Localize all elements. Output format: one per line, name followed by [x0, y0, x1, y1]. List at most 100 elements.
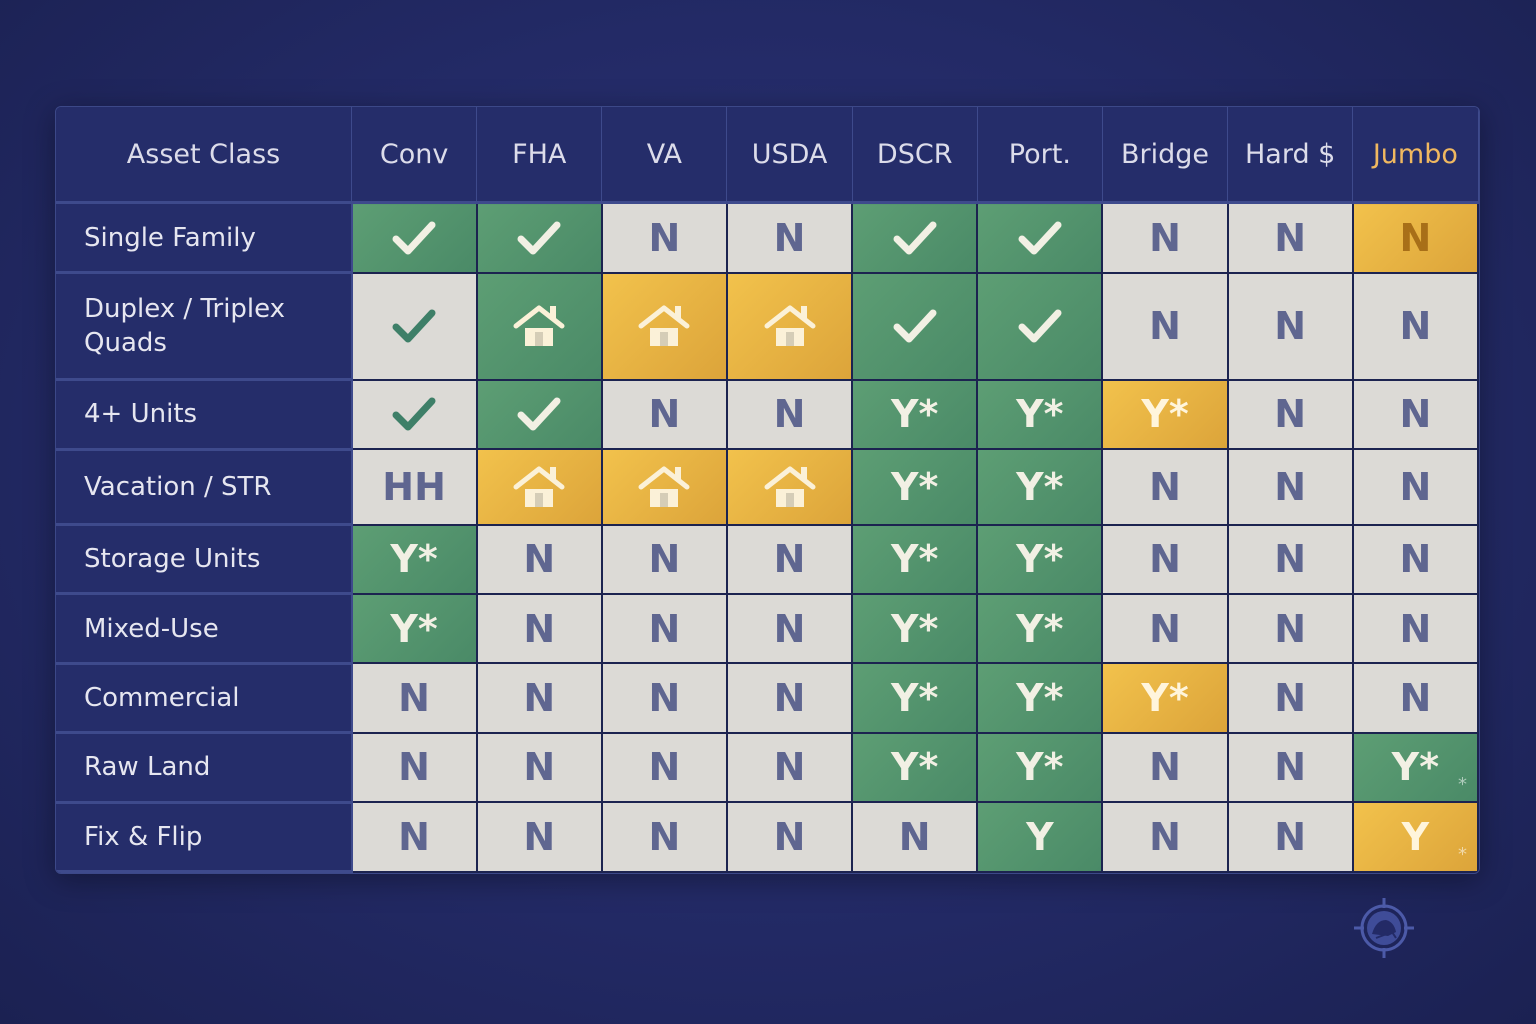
cell-value: Y*	[1016, 745, 1064, 790]
cell-value: Y*	[891, 537, 939, 582]
matrix-table: Asset Class Conv FHA VA USDA DSCR Port. Bridge…	[56, 107, 1479, 873]
header-hard: Hard $	[1227, 107, 1354, 204]
matrix-cell: N	[725, 378, 854, 451]
matrix-body: Single Family N N N N N Duplex / Triplex Quads N…	[56, 201, 1479, 873]
matrix-cell: Y*	[851, 662, 979, 734]
matrix-cell: Y*	[851, 592, 979, 665]
matrix-cell: N	[1226, 271, 1354, 381]
matrix-cell: N	[1101, 201, 1229, 274]
matrix-cell	[976, 201, 1104, 274]
cell-value: N	[1274, 215, 1307, 260]
matrix-cell: Y*	[851, 731, 979, 804]
matrix-cell: N	[1351, 378, 1479, 451]
matrix-cell: Y*	[976, 378, 1104, 451]
table-row: Fix & Flip N N N N N Y N N Y *	[56, 801, 1479, 873]
header-asset-class: Asset Class	[56, 107, 352, 204]
matrix-cell: N	[851, 801, 979, 873]
house-icon	[478, 302, 601, 350]
matrix-cell: N	[1226, 201, 1354, 274]
matrix-cell: N	[1226, 801, 1354, 873]
asset-class-matrix: Asset Class Conv FHA VA USDA DSCR Port. Bridge…	[55, 106, 1480, 874]
cell-value: N	[398, 814, 430, 859]
matrix-cell: Y* *	[1351, 731, 1479, 804]
cell-value: N	[398, 675, 430, 720]
cell-value: N	[648, 215, 681, 260]
cell-value: N	[773, 537, 806, 582]
cell-value: N	[523, 745, 556, 790]
check-icon	[353, 395, 476, 433]
matrix-cell: N	[1226, 523, 1354, 595]
cell-value: Y*	[1016, 606, 1064, 651]
matrix-cell: N	[1101, 801, 1229, 873]
matrix-cell: N	[600, 592, 728, 665]
matrix-cell: Y*	[976, 731, 1104, 804]
row-label: Raw Land	[56, 732, 353, 804]
matrix-cell	[725, 271, 854, 381]
header-dscr: DSCR	[852, 107, 978, 204]
cell-value: N	[398, 745, 430, 790]
matrix-cell: Y*	[976, 523, 1104, 595]
cell-value: N	[1274, 675, 1307, 720]
house-icon	[603, 463, 726, 511]
cell-value: Y	[1401, 814, 1430, 859]
cell-value: Y	[1026, 814, 1054, 859]
matrix-cell: N	[1226, 448, 1354, 526]
cell-value: Y*	[891, 675, 939, 720]
matrix-cell: N	[600, 378, 728, 451]
header-row: Asset Class Conv FHA VA USDA DSCR Port. Bridge…	[56, 107, 1479, 204]
cell-value: N	[1149, 606, 1181, 651]
matrix-cell: Y*	[350, 523, 478, 595]
matrix-cell: N	[475, 731, 603, 804]
header-conv: Conv	[351, 107, 478, 204]
cell-value: Y*	[390, 537, 438, 582]
table-row: Vacation / STR HH Y* Y* N N N	[56, 448, 1479, 527]
cell-value: N	[773, 392, 806, 437]
cell-value: N	[523, 537, 556, 582]
matrix-cell: N	[1226, 378, 1354, 451]
cell-value: N	[1149, 304, 1181, 349]
matrix-cell: N	[725, 731, 854, 804]
cell-value: N	[898, 814, 931, 859]
house-icon	[728, 463, 851, 511]
check-icon	[478, 395, 601, 433]
matrix-cell: N	[600, 731, 728, 804]
cell-value: N	[1274, 814, 1307, 859]
check-icon	[978, 219, 1101, 257]
matrix-cell	[475, 448, 603, 526]
matrix-cell	[350, 271, 478, 381]
cell-value: N	[773, 745, 806, 790]
matrix-cell: N	[1226, 662, 1354, 734]
cell-value: Y*	[1016, 675, 1064, 720]
matrix-cell: Y*	[350, 592, 478, 665]
matrix-cell: N	[725, 523, 854, 595]
check-icon	[978, 307, 1101, 345]
matrix-cell: Y*	[1351, 801, 1479, 873]
cell-value: Y*	[891, 464, 939, 509]
cell-value: Y*	[1141, 675, 1189, 720]
matrix-cell: N	[350, 662, 478, 734]
footnote-star-icon: *	[1458, 774, 1467, 796]
header-fha: FHA	[476, 107, 603, 204]
matrix-cell: Y*	[851, 378, 979, 451]
cell-value: N	[1274, 304, 1307, 349]
matrix-cell: N	[475, 592, 603, 665]
cell-value: N	[523, 814, 556, 859]
cell-value: N	[648, 675, 681, 720]
matrix-cell: N	[350, 801, 478, 873]
matrix-cell: N	[1351, 448, 1479, 526]
table-row: Commercial N N N N Y* Y* Y* N N	[56, 662, 1479, 735]
cell-value: HH	[382, 464, 446, 509]
matrix-cell: N	[1351, 271, 1479, 381]
row-label: Single Family	[56, 202, 353, 275]
cell-value: Y*	[891, 392, 939, 437]
matrix-cell: N	[1101, 448, 1229, 526]
row-label: Mixed-Use	[56, 593, 353, 665]
cell-value: Y*	[1016, 537, 1064, 582]
matrix-cell: N	[1101, 731, 1229, 804]
matrix-cell: N	[600, 801, 728, 873]
matrix-cell: N	[1351, 592, 1479, 665]
matrix-cell: N	[475, 801, 603, 873]
check-icon	[478, 219, 601, 257]
cell-value: N	[773, 675, 806, 720]
matrix-cell: N	[475, 662, 603, 734]
